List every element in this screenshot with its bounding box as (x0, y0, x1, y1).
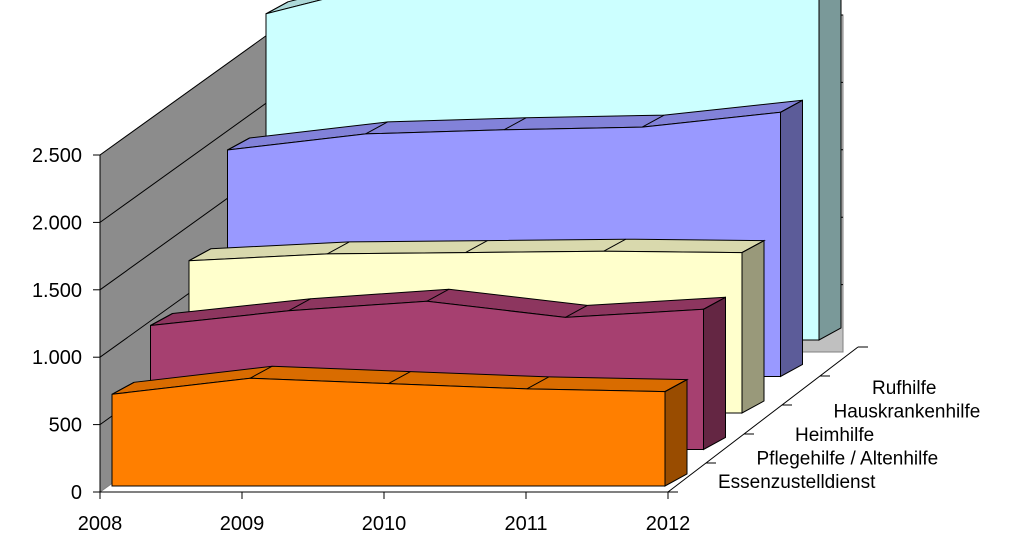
data-point (664, 379, 688, 393)
data-point (703, 296, 726, 310)
gridline-side (99, 81, 296, 223)
series-label: Pflegehilfe / Altenhilfe (757, 449, 939, 470)
series-label: Essenzustelldienst (718, 472, 876, 493)
y-tick-label: 2.000 (32, 212, 82, 234)
series-essenzustelldienst (111, 365, 689, 487)
series-label: Rufhilfe (872, 378, 936, 399)
series-side (703, 296, 726, 451)
series-label: Heimhilfe (795, 425, 874, 446)
data-point (188, 248, 212, 262)
data-point (642, 114, 665, 128)
data-point (327, 241, 350, 255)
series-side (780, 99, 803, 378)
gridline-side (99, 14, 296, 156)
y-tick-label: 1.500 (32, 280, 82, 302)
series-side (664, 378, 688, 487)
depth-axis (667, 346, 859, 493)
series-layer (111, 0, 842, 487)
data-point (426, 288, 450, 302)
data-point (150, 313, 173, 326)
x-tick-label: 2012 (646, 513, 691, 535)
data-point (503, 117, 527, 131)
data-point (250, 365, 273, 379)
data-point (265, 1, 289, 15)
x-tick-label: 2011 (504, 513, 547, 535)
data-point (111, 381, 135, 395)
x-tick-label: 2009 (220, 513, 265, 535)
y-tick-label: 1.000 (32, 347, 82, 369)
series-side (818, 0, 842, 341)
y-tick-label: 0 (71, 482, 82, 504)
data-point (465, 240, 488, 254)
series-side (741, 239, 765, 414)
series-front-face (111, 377, 666, 487)
data-point (780, 99, 803, 113)
y-tick-label: 500 (49, 415, 82, 437)
data-point (388, 371, 411, 384)
x-tick-label: 2008 (78, 513, 123, 535)
data-point (603, 238, 626, 252)
data-point (288, 298, 311, 312)
series-label: Hauskrankenhilfe (834, 402, 981, 423)
data-point (365, 121, 388, 135)
data-point (526, 376, 549, 390)
data-point (227, 137, 250, 151)
data-point (741, 240, 765, 254)
x-tick-label: 2010 (362, 513, 407, 535)
y-tick-label: 2.500 (32, 145, 82, 167)
data-point (565, 304, 588, 318)
